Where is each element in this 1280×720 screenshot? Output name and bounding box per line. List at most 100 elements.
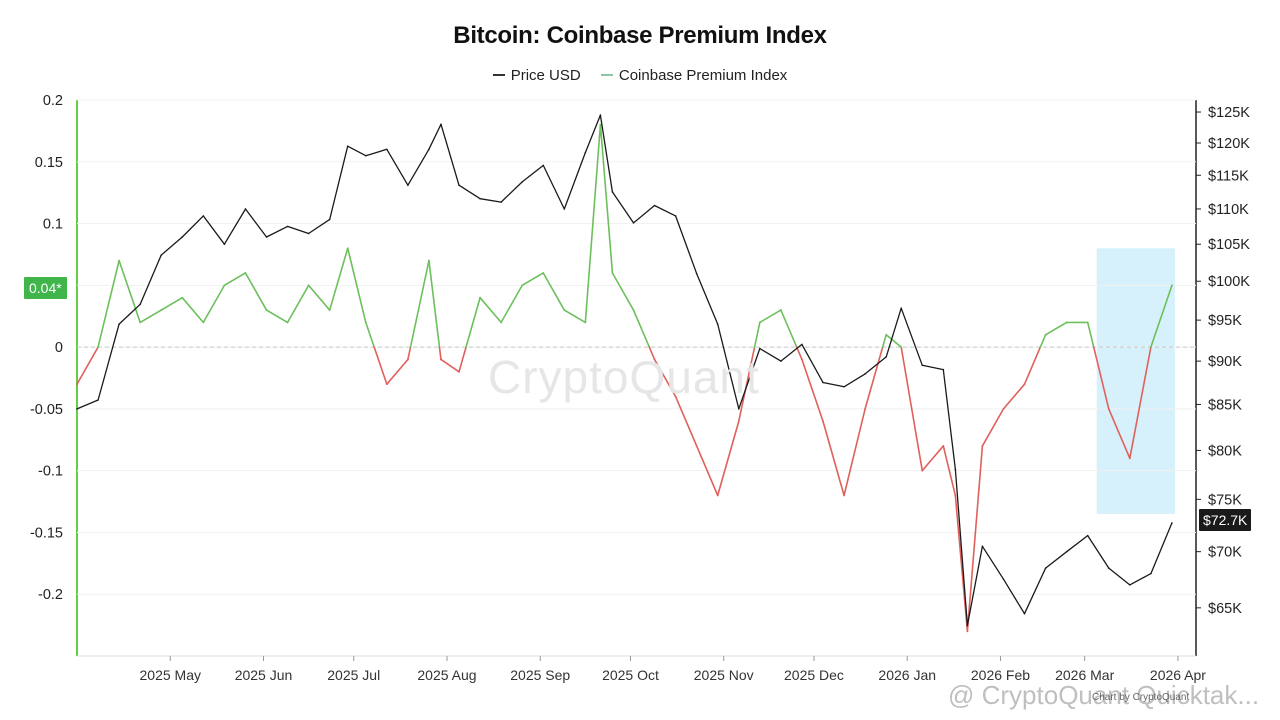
price-point	[440, 123, 442, 126]
premium-point	[737, 420, 740, 423]
premium-point	[139, 321, 142, 324]
price-point	[695, 272, 698, 275]
price-point	[563, 208, 566, 210]
premium-point	[885, 333, 888, 336]
premium-point	[981, 445, 984, 447]
premium-segment	[386, 358, 409, 385]
price-point	[542, 164, 545, 167]
price-point	[479, 197, 481, 200]
premium-point	[900, 346, 903, 349]
x-tick-label: 2025 Oct	[602, 667, 659, 683]
premium-point	[966, 630, 969, 633]
premium-point	[954, 494, 957, 497]
price-point	[632, 222, 635, 224]
premium-point	[695, 445, 698, 447]
price-point	[1002, 578, 1005, 581]
y-left-tick-label: 0.15	[35, 155, 63, 171]
x-tick-label: 2026 Jan	[878, 667, 936, 683]
price-point	[181, 236, 184, 238]
y-right-tick-label: $85K	[1208, 397, 1242, 413]
price-point	[584, 151, 587, 154]
premium-segment	[244, 272, 268, 311]
premium-point	[1044, 333, 1047, 336]
premium-segment	[921, 445, 945, 472]
y-right-tick-label: $65K	[1208, 601, 1242, 617]
y-right-tick-label: $75K	[1208, 492, 1242, 508]
premium-point	[244, 272, 247, 274]
premium-segment	[954, 494, 969, 633]
x-tick-label: 2025 Aug	[417, 667, 476, 683]
premium-segment	[753, 321, 761, 348]
price-point	[843, 386, 845, 388]
premium-segment	[307, 284, 331, 311]
x-tick-label: 2025 Jul	[327, 667, 380, 683]
y-right-tick-label: $125K	[1208, 105, 1250, 121]
premium-point	[223, 284, 226, 287]
premium-point	[674, 395, 677, 398]
price-point	[611, 191, 614, 193]
current-price-badge: $72.7K	[1199, 509, 1252, 531]
premium-segment	[885, 333, 903, 348]
x-tick-label: 2025 Dec	[784, 667, 844, 683]
premium-point	[921, 469, 924, 472]
x-tick-label: 2025 May	[140, 667, 201, 683]
premium-point	[1149, 346, 1152, 349]
premium-point	[758, 321, 761, 324]
price-point	[1065, 550, 1068, 553]
premium-segment	[674, 395, 698, 447]
y-right-tick-label: $115K	[1208, 168, 1249, 184]
premium-point	[843, 494, 845, 497]
price-point	[780, 360, 782, 362]
legend-label-premium: Coinbase Premium Index	[618, 66, 788, 84]
price-point	[1171, 522, 1173, 524]
highlight-box	[1096, 248, 1175, 514]
watermark-text: CryptoQuant	[488, 351, 760, 403]
legend-swatch-price	[492, 74, 505, 76]
premium-segment	[1092, 346, 1110, 410]
premium-point	[118, 259, 121, 262]
legend-item-price[interactable]: Price USD	[492, 67, 581, 84]
premium-point	[1171, 284, 1173, 287]
price-point	[286, 225, 289, 228]
price-point	[458, 184, 460, 187]
y-right-tick-label: $110K	[1208, 202, 1249, 218]
premium-segment	[97, 259, 120, 348]
premium-point	[458, 370, 460, 373]
premium-point	[1002, 407, 1005, 410]
x-tick-label: 2026 Feb	[971, 667, 1030, 683]
price-point	[966, 624, 969, 627]
premium-point	[611, 272, 614, 274]
premium-segment	[1002, 383, 1026, 410]
price-point	[160, 254, 163, 256]
legend-swatch-premium	[600, 74, 613, 76]
price-point	[1150, 572, 1152, 575]
price-point	[1107, 567, 1110, 569]
premium-point	[599, 123, 602, 126]
y-left-tick-label: -0.1	[38, 464, 63, 480]
y-left-tick-label: -0.05	[30, 402, 63, 418]
premium-segment	[409, 259, 430, 348]
premium-segment	[181, 296, 205, 324]
premium-point	[500, 321, 503, 324]
premium-segment	[737, 346, 756, 423]
legend-item-premium[interactable]: Coinbase Premium Index	[600, 66, 788, 84]
premium-point	[346, 247, 349, 250]
y-right-tick-label: $100K	[1208, 274, 1250, 290]
premium-segment	[801, 358, 824, 423]
premium-segment	[966, 445, 984, 633]
premium-segment	[584, 123, 602, 324]
price-point	[223, 243, 226, 246]
y-right-tick-label: $120K	[1208, 136, 1250, 152]
premium-segment	[1107, 408, 1131, 460]
premium-point	[1086, 321, 1089, 324]
y-left-tick-label: -0.15	[30, 525, 63, 541]
premium-segment	[716, 420, 740, 497]
premium-segment	[139, 309, 163, 324]
premium-point	[479, 296, 481, 299]
premium-point	[202, 321, 205, 324]
premium-segment	[328, 247, 349, 311]
y-left-tick-label: 0	[55, 340, 63, 356]
premium-point	[406, 358, 409, 361]
premium-point	[632, 309, 635, 311]
price-point	[981, 545, 984, 548]
